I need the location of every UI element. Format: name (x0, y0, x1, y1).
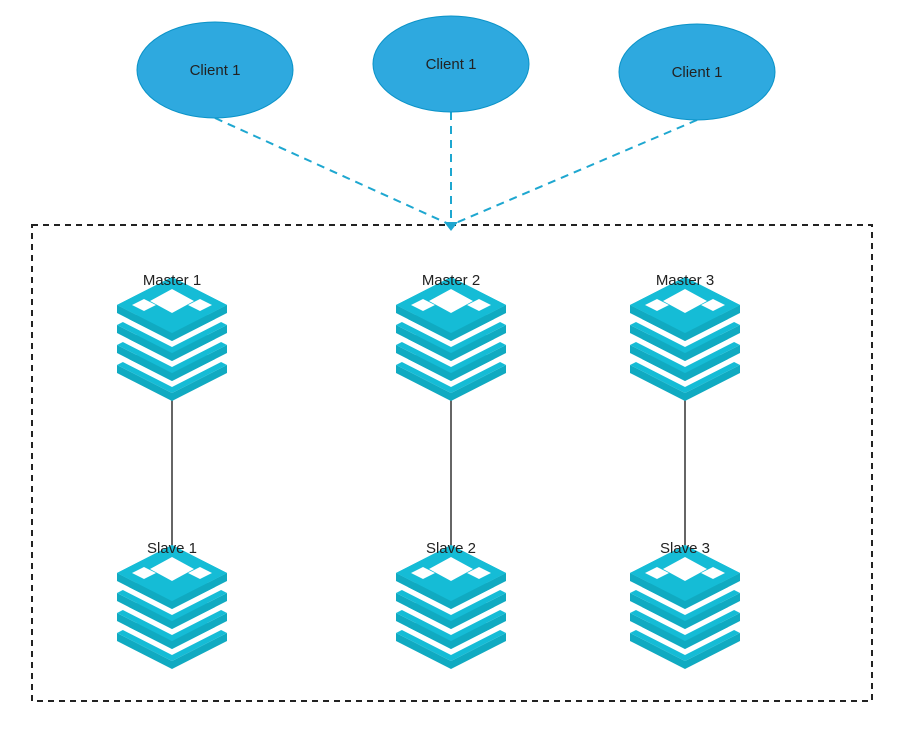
slave-label-1: Slave 1 (147, 540, 197, 557)
converge-marker (444, 222, 458, 231)
client-2: Client 1 (373, 16, 529, 112)
master-label-1: Master 1 (143, 272, 201, 289)
client-link-3 (451, 120, 697, 225)
slave-label-2: Slave 2 (426, 540, 476, 557)
client-label-1: Client 1 (190, 62, 241, 79)
client-1: Client 1 (137, 22, 293, 118)
client-3: Client 1 (619, 24, 775, 120)
architecture-diagram: Client 1 Client 1 Client 1 Master 1 Master 2… (0, 0, 903, 731)
master-label-2: Master 2 (422, 272, 480, 289)
client-link-1 (215, 118, 451, 225)
master-db-2 (396, 277, 506, 401)
slave-label-3: Slave 3 (660, 540, 710, 557)
slave-db-3 (630, 545, 740, 669)
master-label-3: Master 3 (656, 272, 714, 289)
slave-db-2 (396, 545, 506, 669)
master-db-3 (630, 277, 740, 401)
client-label-3: Client 1 (672, 64, 723, 81)
slave-db-1 (117, 545, 227, 669)
client-label-2: Client 1 (426, 56, 477, 73)
master-db-1 (117, 277, 227, 401)
